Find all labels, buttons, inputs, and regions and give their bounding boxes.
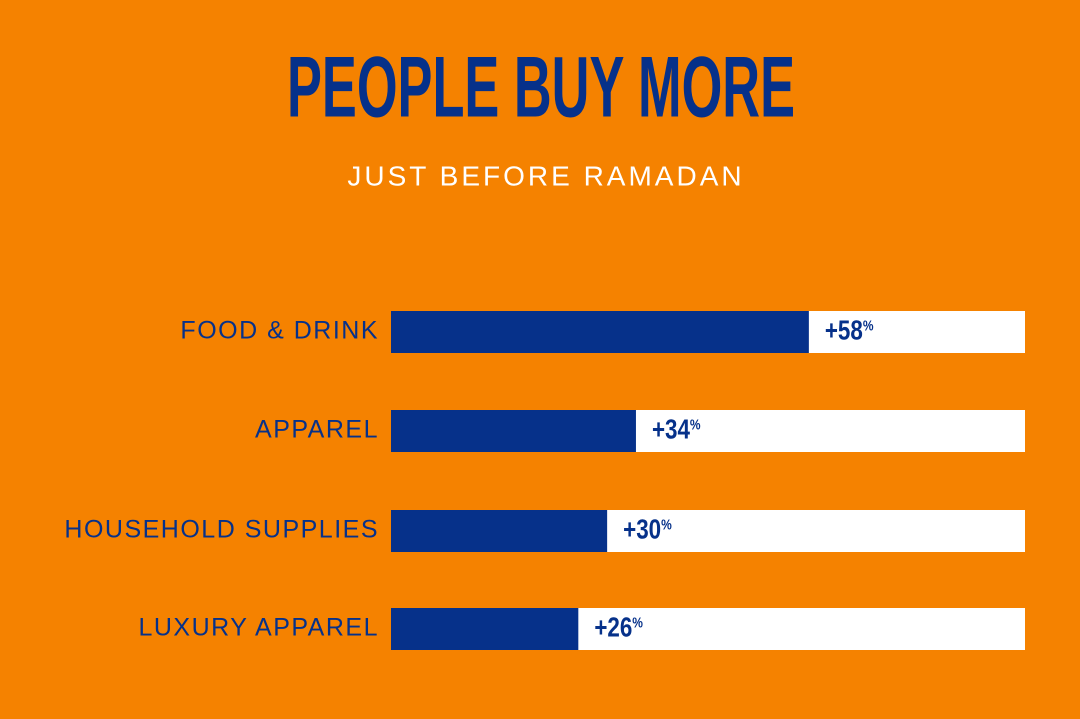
- category-label: FOOD & DRINK: [180, 317, 379, 345]
- value-label: +30%: [623, 514, 672, 545]
- category-label: HOUSEHOLD SUPPLIES: [64, 516, 379, 544]
- chart-subtitle: JUST BEFORE RAMADAN: [347, 160, 744, 191]
- bar: [391, 608, 579, 650]
- value-label: +26%: [594, 612, 643, 643]
- value-label: +34%: [652, 414, 701, 445]
- bar: [391, 311, 809, 353]
- category-label: LUXURY APPAREL: [138, 614, 379, 642]
- chart-title: PEOPLE BUY MORE: [287, 40, 795, 136]
- bar: [391, 510, 608, 552]
- value-label: +58%: [825, 315, 874, 346]
- bar: [391, 410, 636, 452]
- category-label: APPAREL: [255, 416, 379, 444]
